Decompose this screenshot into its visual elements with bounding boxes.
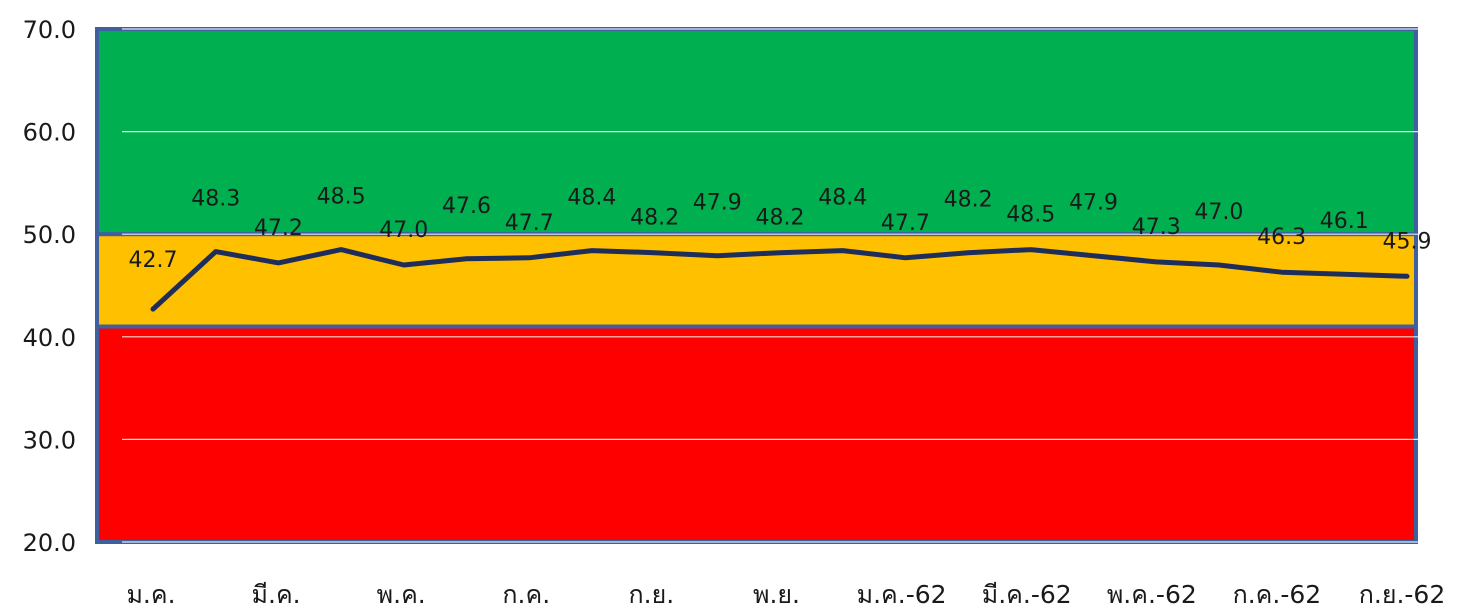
data-label: 47.7: [505, 211, 554, 236]
data-label: 45.9: [1383, 229, 1432, 254]
data-label: 47.2: [254, 216, 303, 241]
y-tick-label: 70.0: [23, 16, 76, 44]
x-tick-label: พ.ค.-62: [1107, 580, 1197, 609]
y-tick-label: 50.0: [23, 221, 76, 249]
x-tick-label: ม.ค.: [126, 580, 175, 609]
data-label: 47.0: [379, 218, 428, 243]
x-tick-label: ก.ค.: [502, 580, 550, 609]
data-label: 46.1: [1320, 209, 1369, 234]
data-label: 48.2: [630, 206, 679, 231]
threshold-band-2: [95, 324, 1418, 545]
data-labels: 42.7 48.3 47.2 48.5 47.0 47.6 47.7 48.4 48.2 47.9…: [129, 185, 1432, 274]
data-label: 47.0: [1194, 200, 1243, 225]
x-tick-label: พ.ค.: [377, 580, 426, 609]
y-axis-ticks: 70.0 60.0 50.0 40.0 30.0 20.0: [23, 16, 76, 557]
data-label: 48.2: [944, 188, 993, 213]
y-tick-label: 20.0: [23, 529, 76, 557]
data-label: 48.2: [756, 206, 805, 231]
threshold-bands: [95, 27, 1418, 545]
data-label: 48.4: [567, 186, 616, 211]
data-label: 48.4: [818, 186, 867, 211]
x-tick-label: มี.ค.-62: [982, 580, 1072, 609]
series-line-group: [150, 247, 1410, 312]
x-tick-label: ก.ย.: [629, 580, 675, 609]
x-tick-label: ม.ค.-62: [857, 580, 947, 609]
y-tick-label: 30.0: [23, 426, 76, 454]
data-label: 48.5: [317, 185, 366, 210]
gridlines: [122, 28, 1440, 543]
data-label: 42.7: [129, 248, 178, 273]
x-tick-label: พ.ย.: [753, 580, 800, 609]
threshold-band-1: [95, 232, 1418, 329]
data-label: 46.3: [1257, 225, 1306, 250]
x-tick-label: มี.ค.: [252, 580, 301, 609]
x-axis-ticks: ม.ค. มี.ค. พ.ค. ก.ค. ก.ย. พ.ย. ม.ค.-62 มี.ค.-62…: [126, 580, 1445, 609]
data-label: 47.9: [693, 191, 742, 216]
x-tick-label: ก.ย.-62: [1359, 580, 1446, 609]
series-line: [150, 247, 1410, 312]
data-label: 47.9: [1069, 191, 1118, 216]
data-label: 48.3: [191, 187, 240, 212]
data-label: 47.6: [442, 194, 491, 219]
data-label: 47.7: [881, 211, 930, 236]
x-tick-label: ก.ค.-62: [1233, 580, 1322, 609]
y-tick-label: 60.0: [23, 119, 76, 147]
data-label: 48.5: [1006, 203, 1055, 228]
y-tick-label: 40.0: [23, 324, 76, 352]
data-label: 47.3: [1132, 215, 1181, 240]
